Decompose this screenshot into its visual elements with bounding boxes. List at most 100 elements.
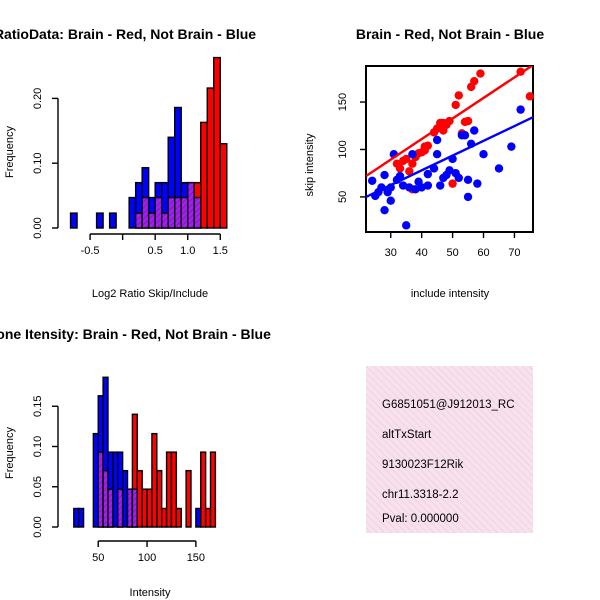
scatter-point <box>507 142 516 151</box>
histogram-bar <box>151 432 158 528</box>
y-tick-label: 0.00 <box>32 217 44 238</box>
histogram-bar <box>219 143 228 229</box>
intensity-histogram-xlabel: Intensity <box>130 587 171 599</box>
histogram-overlap-bar <box>134 212 143 229</box>
y-tick-label: 0.15 <box>32 396 44 417</box>
scatter-title: Brain - Red, Not Brain - Blue <box>356 26 544 42</box>
histogram-overlap-bar <box>160 212 169 229</box>
y-tick-label: 0.00 <box>32 516 44 537</box>
y-tick-label: 150 <box>337 93 349 111</box>
histogram-bar <box>121 469 129 528</box>
scatter-point <box>395 164 405 173</box>
y-tick-label: 50 <box>337 191 349 203</box>
histogram-bar <box>128 196 137 229</box>
x-tick-label: 60 <box>477 247 489 259</box>
histogram-overlap-bar <box>187 181 195 229</box>
info-location: chr11.3318-2.2 <box>382 489 459 501</box>
info-gene: 9130023F12Rik <box>382 459 463 471</box>
histogram-overlap-bar <box>97 451 104 528</box>
x-tick-label: 30 <box>385 247 397 259</box>
ratio-histogram: RatioData: Brain - Red, Not Brain - Blue… <box>0 26 256 300</box>
histogram-bar <box>156 469 163 528</box>
scatter-xlabel: include intensity <box>411 288 490 300</box>
y-tick-label: 0.05 <box>32 476 44 497</box>
ratio-histogram-ylabel: Frequency <box>4 126 16 178</box>
histogram-bar <box>165 451 173 528</box>
histogram-bar <box>160 507 168 528</box>
x-tick-label: 100 <box>138 552 156 564</box>
scatter-point <box>367 176 377 185</box>
scatter-point <box>479 150 488 159</box>
histogram-bar <box>69 212 78 229</box>
scatter-ylabel: skip intensity <box>304 133 316 196</box>
histogram-overlap-bar <box>141 196 150 229</box>
scatter-point <box>525 92 535 101</box>
regression-line <box>366 116 533 198</box>
scatter-axes: 30 40 50 60 70 50 100 150 <box>337 93 521 259</box>
histogram-overlap-bar <box>147 212 156 229</box>
histogram-bar <box>108 212 117 229</box>
scatter-point <box>395 171 405 181</box>
scatter-point <box>470 126 479 135</box>
x-tick-label: 1.0 <box>180 245 195 257</box>
histogram-bar <box>170 451 178 528</box>
info-panel: G6851051@J912013_RC altTxStart 9130023F1… <box>366 366 533 533</box>
scatter-point <box>402 154 411 164</box>
histogram-overlap-bar <box>167 196 176 229</box>
histogram-overlap-bar <box>193 196 202 229</box>
histogram-bar <box>92 432 99 528</box>
intensity-scatter: Brain - Red, Not Brain - Blue include in… <box>304 26 544 300</box>
scatter-point <box>460 131 470 140</box>
ratio-histogram-bars <box>69 56 228 229</box>
scatter-point <box>432 150 442 159</box>
y-tick-label: 0.10 <box>32 436 44 457</box>
intensity-histogram-title: Exone Itensity: Brain - Red, Not Brain -… <box>0 326 271 342</box>
intensity-histogram-bars <box>73 376 217 528</box>
scatter-point <box>516 105 525 114</box>
histogram-bar <box>213 56 221 229</box>
scatter-point <box>451 100 460 110</box>
histogram-bar <box>204 507 212 528</box>
scatter-point <box>423 169 433 179</box>
histogram-bar <box>146 488 153 528</box>
histogram-overlap-bar <box>126 488 134 528</box>
scatter-point <box>494 164 504 173</box>
histogram-overlap-bar <box>102 469 109 528</box>
x-tick-label: 50 <box>446 247 458 259</box>
histogram-bar <box>185 469 192 528</box>
scatter-point <box>386 196 395 205</box>
scatter-point <box>405 167 414 176</box>
histogram-bar <box>200 451 207 528</box>
scatter-point <box>423 181 433 190</box>
scatter-point <box>470 76 479 86</box>
x-tick-label: 50 <box>92 552 104 564</box>
intensity-histogram-ylabel: Frequency <box>4 427 16 479</box>
y-tick-label: 0.10 <box>32 152 44 173</box>
histogram-overlap-bar <box>107 488 114 528</box>
histogram-overlap-bar <box>131 488 138 528</box>
scatter-point <box>432 135 442 145</box>
x-tick-label: 1.5 <box>213 245 228 257</box>
info-id: G6851051@J912013_RC <box>382 399 515 411</box>
histogram-bar <box>73 507 80 528</box>
histogram-bar <box>136 469 143 528</box>
histogram-overlap-bar <box>154 196 163 229</box>
info-pval: Pval: 0.000000 <box>382 513 459 525</box>
scatter-point <box>463 192 473 202</box>
histogram-bar <box>95 212 104 229</box>
scatter-point <box>408 159 417 168</box>
scatter-point <box>448 179 457 188</box>
scatter-point <box>476 69 485 78</box>
x-tick-label: 40 <box>416 247 428 259</box>
x-tick-label: 0.5 <box>148 245 163 257</box>
histogram-bar <box>195 507 202 528</box>
histogram-bar <box>209 451 217 528</box>
intensity-histogram-axes: 50 100 150 0.00 0.05 0.10 0.15 <box>32 396 205 564</box>
y-tick-label: 0.20 <box>32 88 44 109</box>
histogram-overlap-bar <box>180 196 189 229</box>
scatter-point <box>463 116 473 126</box>
scatter-points <box>366 66 535 230</box>
ratio-histogram-axes: -0.5 0.5 1.0 1.5 0.00 0.10 0.20 <box>32 88 228 257</box>
info-panel-background <box>366 366 533 533</box>
